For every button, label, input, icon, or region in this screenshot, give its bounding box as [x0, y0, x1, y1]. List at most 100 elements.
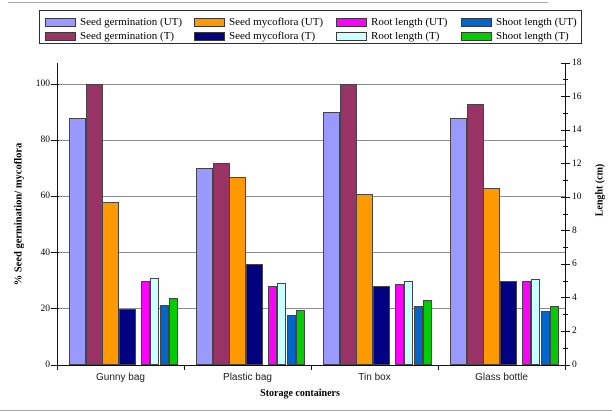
figure-bottom-rule — [0, 410, 612, 411]
right-axis-tick — [561, 96, 570, 98]
right-axis-tick — [563, 146, 568, 148]
right-axis-tick — [561, 263, 570, 265]
right-axis-tick — [561, 62, 570, 64]
legend-swatch — [461, 17, 492, 27]
legend-label: Shoot length (UT) — [496, 15, 577, 28]
bar — [540, 311, 550, 365]
right-axis-tick-label: 12 — [572, 158, 582, 169]
bar — [286, 314, 296, 365]
legend-item: Seed germination (T) — [45, 29, 174, 43]
legend-label: Seed germination (T) — [80, 29, 175, 42]
gridline — [57, 83, 565, 85]
right-axis-tick — [563, 179, 568, 181]
bar — [531, 279, 541, 365]
bar — [141, 281, 150, 365]
right-axis-tick — [561, 163, 570, 165]
legend-item: Seed germination (UT) — [45, 15, 182, 29]
bar — [69, 117, 86, 365]
right-axis-tick — [563, 280, 568, 282]
bar — [499, 280, 517, 365]
legend-swatch — [194, 31, 225, 41]
gridline — [57, 308, 565, 310]
bar — [549, 306, 559, 365]
right-axis-tick-label: 8 — [572, 225, 577, 236]
bar — [372, 286, 390, 365]
left-axis-tick-label: 60 — [40, 191, 51, 202]
legend-swatch — [336, 31, 367, 41]
right-axis-tick — [561, 230, 570, 232]
bar — [277, 282, 287, 365]
bar — [102, 202, 119, 365]
x-axis-tick — [57, 365, 58, 370]
bar — [245, 263, 263, 365]
legend-item: Root length (T) — [336, 29, 439, 43]
right-axis-tick — [563, 247, 568, 249]
bar — [196, 168, 213, 365]
right-axis-tick-label: 2 — [572, 326, 577, 337]
bar — [268, 286, 277, 365]
right-axis-tick — [561, 196, 570, 198]
right-axis-tick-label: 10 — [572, 192, 582, 203]
legend-item: Root length (UT) — [336, 15, 447, 29]
bar — [483, 187, 500, 365]
right-axis-tick — [563, 314, 568, 316]
chart-legend: Seed germination (UT) Seed germination (T… — [39, 10, 582, 44]
right-axis-tick-label: 0 — [572, 360, 577, 370]
left-axis-tick-label: 0 — [45, 360, 50, 370]
x-axis-tick — [565, 365, 566, 370]
left-axis-tick-label: 80 — [40, 135, 51, 146]
bar — [295, 309, 305, 365]
left-axis-tick — [51, 364, 59, 366]
x-axis-tick — [438, 365, 439, 370]
left-axis-tick — [51, 139, 59, 141]
legend-swatch — [45, 31, 76, 41]
bar — [159, 304, 169, 365]
bar — [229, 176, 246, 365]
x-axis-title: Storage containers — [260, 388, 340, 399]
right-axis-tick-label: 4 — [572, 292, 577, 303]
left-axis-tick — [51, 308, 59, 310]
right-axis-tick — [561, 330, 570, 332]
figure-top-rule — [8, 2, 548, 3]
bar — [395, 284, 404, 365]
gridline — [57, 139, 565, 141]
bar — [118, 308, 136, 365]
bar — [466, 103, 484, 365]
bar — [150, 277, 160, 365]
right-axis-tick-label: 16 — [572, 91, 582, 102]
x-axis-tick — [311, 365, 312, 370]
right-axis-tick — [563, 213, 568, 215]
bar — [323, 112, 340, 365]
bar — [212, 162, 230, 365]
legend-label: Seed germination (UT) — [80, 15, 183, 28]
left-axis-tick-label: 20 — [40, 303, 51, 314]
legend-item: Seed mycoflora (T) — [194, 29, 315, 43]
legend-item: Shoot length (UT) — [461, 15, 577, 29]
gridline — [57, 195, 565, 197]
bar — [450, 117, 467, 365]
category-label: Plastic bag — [223, 372, 272, 383]
legend-label: Seed mycoflora (T) — [229, 29, 316, 42]
left-y-axis-line — [57, 63, 58, 365]
right-axis-tick — [563, 112, 568, 114]
bar — [522, 281, 531, 365]
gridline — [57, 252, 565, 254]
bar — [339, 84, 357, 365]
bar — [404, 281, 414, 365]
right-axis-tick — [563, 79, 568, 81]
legend-swatch — [336, 17, 367, 27]
x-axis-tick — [184, 365, 185, 370]
legend-swatch — [45, 17, 76, 27]
legend-label: Seed mycoflora (UT) — [229, 15, 324, 28]
right-axis-tick-label: 18 — [572, 58, 582, 68]
legend-swatch — [194, 17, 225, 27]
left-axis-tick-label: 100 — [35, 79, 50, 89]
category-label: Gunny bag — [96, 372, 145, 383]
left-axis-tick — [51, 252, 59, 254]
bar — [85, 84, 103, 365]
right-axis-tick — [563, 347, 568, 349]
legend-item: Seed mycoflora (UT) — [194, 15, 323, 29]
right-y-axis-title: Lenght (cm) — [594, 163, 606, 217]
category-label: Glass bottle — [475, 372, 528, 383]
